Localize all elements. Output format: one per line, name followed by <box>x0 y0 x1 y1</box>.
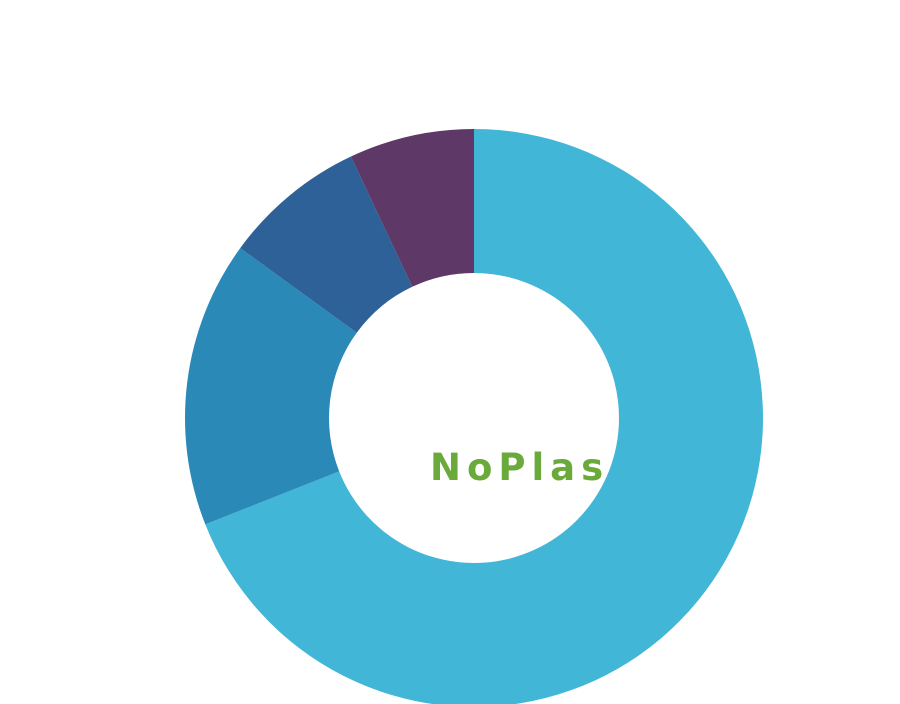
center-label: NoPlas <box>430 446 609 489</box>
donut-slice-1 <box>205 129 763 704</box>
donut-slice-2 <box>185 248 357 525</box>
donut-slice-4 <box>350 129 474 287</box>
donut-slice-3 <box>240 156 413 333</box>
donut-slices <box>185 129 763 704</box>
